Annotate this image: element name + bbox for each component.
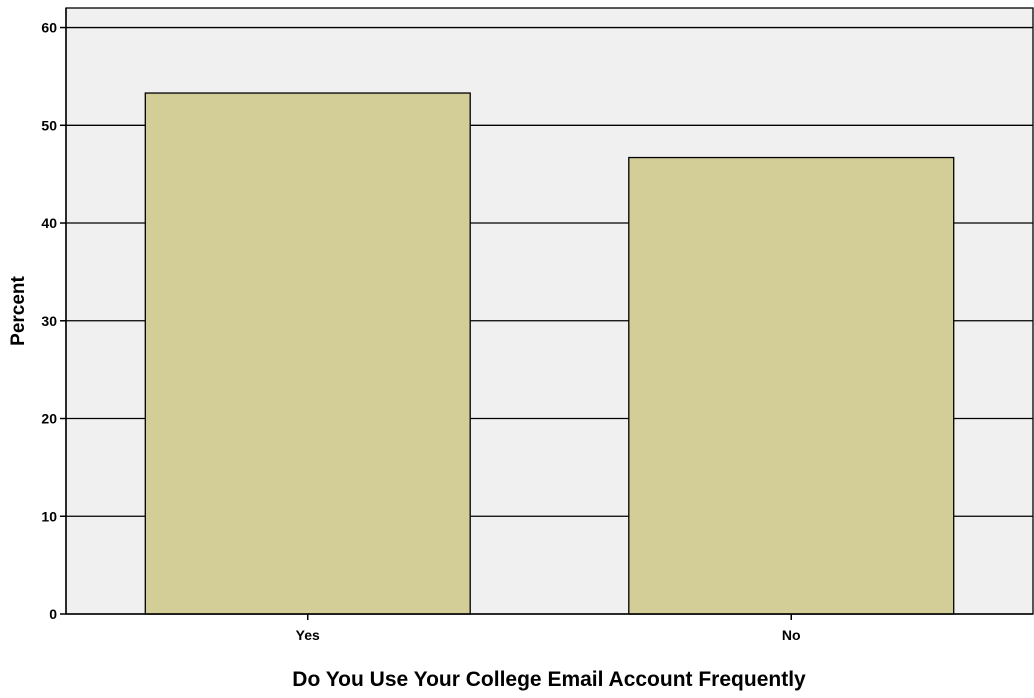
y-axis-ticks: 0 10 20 30 40 50 60 [41, 20, 66, 622]
y-tick-label: 20 [41, 411, 57, 427]
x-axis-ticks: Yes No [296, 614, 801, 643]
y-tick-label: 40 [41, 215, 57, 231]
x-tick-label: No [782, 627, 801, 643]
y-axis-title: Percent [8, 275, 29, 345]
y-tick-label: 60 [41, 20, 57, 36]
x-axis-title: Do You Use Your College Email Account Fr… [292, 668, 806, 691]
bar-yes [144, 92, 471, 615]
bars [144, 92, 955, 615]
y-tick-label: 0 [49, 606, 57, 622]
y-tick-label: 10 [41, 508, 57, 524]
y-tick-label: 50 [41, 117, 57, 133]
x-tick-label: Yes [296, 627, 320, 643]
bar-no [628, 156, 955, 615]
y-tick-label: 30 [41, 313, 57, 329]
